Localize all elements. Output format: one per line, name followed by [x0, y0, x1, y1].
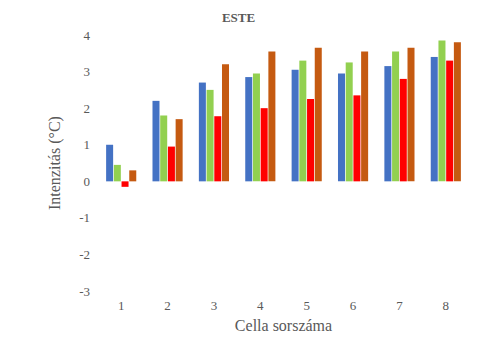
svg-text:3: 3 — [84, 64, 91, 79]
svg-text:4: 4 — [257, 298, 264, 313]
svg-text:2: 2 — [84, 101, 91, 116]
svg-text:7: 7 — [396, 298, 403, 313]
svg-text:2: 2 — [164, 298, 171, 313]
svg-text:Intenzitás (°C): Intenzitás (°C) — [46, 116, 64, 210]
svg-text:ESTE: ESTE — [222, 10, 255, 25]
svg-text:-3: -3 — [79, 284, 90, 299]
svg-text:1: 1 — [84, 137, 91, 152]
svg-text:5: 5 — [303, 298, 310, 313]
svg-text:-1: -1 — [79, 210, 90, 225]
svg-text:6: 6 — [350, 298, 357, 313]
svg-text:Cella sorszáma: Cella sorszáma — [235, 317, 332, 334]
svg-text:0: 0 — [84, 174, 91, 189]
svg-text:4: 4 — [84, 28, 91, 43]
svg-text:1: 1 — [118, 298, 125, 313]
svg-text:8: 8 — [443, 298, 450, 313]
svg-text:3: 3 — [211, 298, 218, 313]
svg-text:-2: -2 — [79, 247, 90, 262]
